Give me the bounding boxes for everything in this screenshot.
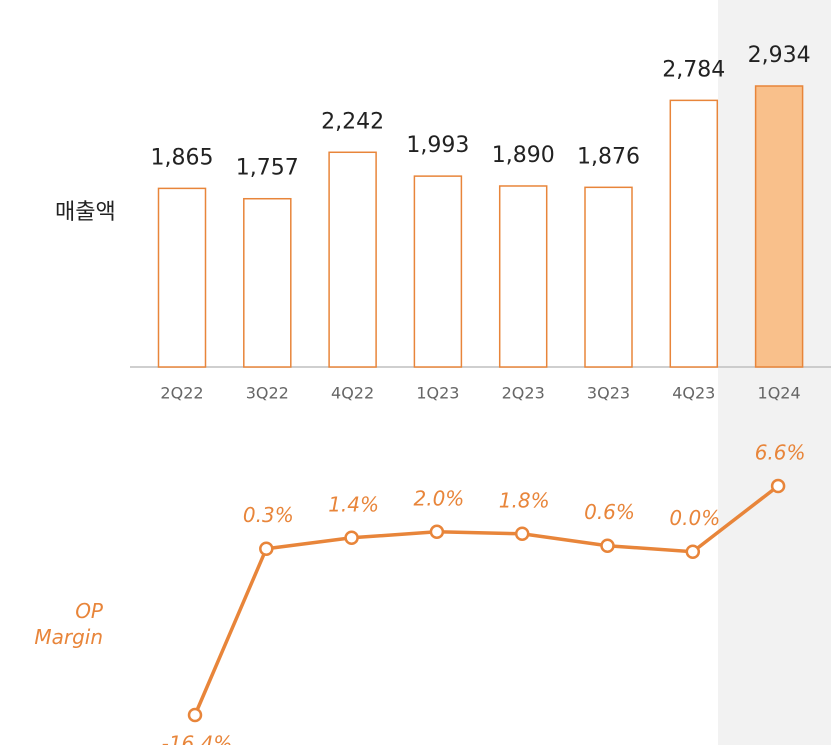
value-label: 0.6% [584,500,635,524]
value-label: 1.8% [499,488,550,512]
x-tick-label: 2Q22 [160,384,203,403]
x-tick-label: 1Q23 [416,384,459,403]
point [685,544,701,559]
value-label: 2,934 [748,43,811,68]
point [514,526,530,542]
value-label: 1.4% [328,492,379,516]
value-label: 1,876 [577,144,640,169]
bar [584,186,633,368]
bar-series-label: 매출액 [55,200,116,225]
value-label: 1,890 [492,143,555,168]
point [187,707,203,723]
bar [498,185,548,368]
point [344,530,359,546]
bar [157,187,207,368]
x-tick-label: 2Q23 [502,384,545,403]
value-label: 0.0% [669,506,720,530]
value-label: 1,865 [151,145,214,170]
x-tick-label: 4Q23 [672,384,715,403]
value-label: 2,784 [662,57,725,82]
bar [669,99,719,368]
value-label: 6.6% [755,441,806,465]
point [770,478,786,494]
value-label: 0.3% [243,503,294,527]
x-tick-label: 4Q22 [331,384,374,403]
value-label: -16.4% [162,732,233,745]
bar [754,85,804,368]
x-tick-label: 1Q24 [758,384,801,403]
bar [413,175,463,368]
line [193,484,780,716]
x-tick-label: 3Q22 [246,384,289,403]
value-label: 1,757 [236,156,299,181]
value-label: 2.0% [413,486,464,510]
value-label: 2,242 [321,109,384,134]
line-series-label: OP Margin [34,599,103,649]
x-tick-label: 3Q23 [587,384,630,403]
point [259,541,274,556]
bar [328,151,377,368]
point [600,538,615,553]
bar [243,197,292,368]
value-label: 1,993 [406,133,469,158]
point [429,524,445,540]
